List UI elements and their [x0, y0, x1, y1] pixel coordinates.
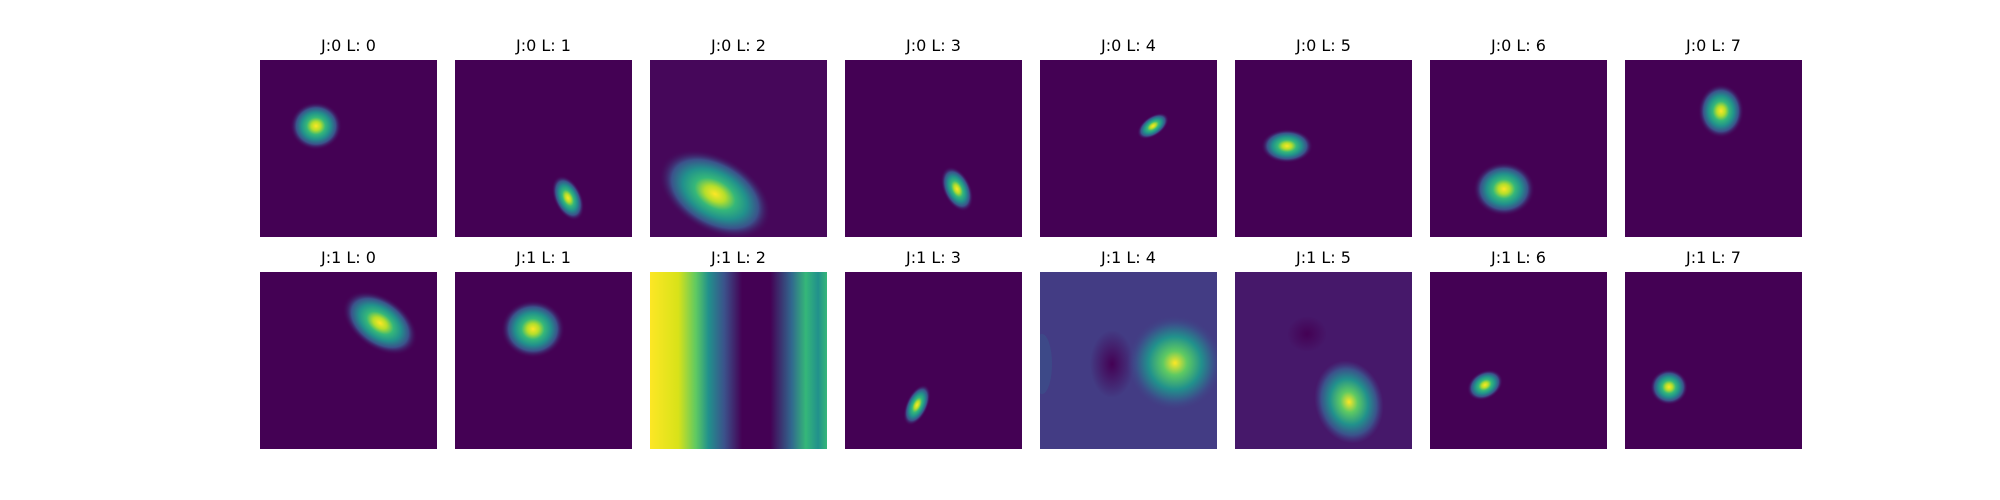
panel-title-j1-l2: J:1 L: 2	[711, 248, 766, 267]
filter-image-j0-l5	[1235, 60, 1412, 237]
filter-image-j1-l2	[650, 272, 827, 449]
filter-image-j0-l7	[1625, 60, 1802, 237]
panel-title-j0-l7: J:0 L: 7	[1686, 36, 1741, 55]
panel-title-j0-l6: J:0 L: 6	[1491, 36, 1546, 55]
filter-image-j1-l5	[1235, 272, 1412, 449]
filter-image-j1-l0	[260, 272, 437, 449]
filter-image-j1-l6	[1430, 272, 1607, 449]
panel-title-j1-l3: J:1 L: 3	[906, 248, 961, 267]
panel-title-j1-l1: J:1 L: 1	[516, 248, 571, 267]
panel-title-j1-l6: J:1 L: 6	[1491, 248, 1546, 267]
panel-title-j0-l0: J:0 L: 0	[321, 36, 376, 55]
filter-image-j0-l0	[260, 60, 437, 237]
filter-image-j0-l3	[845, 60, 1022, 237]
panel-title-j0-l1: J:0 L: 1	[516, 36, 571, 55]
filter-image-j1-l1	[455, 272, 632, 449]
filter-image-j1-l7	[1625, 272, 1802, 449]
filter-image-j0-l1	[455, 60, 632, 237]
filter-image-j0-l4	[1040, 60, 1217, 237]
panel-title-j1-l7: J:1 L: 7	[1686, 248, 1741, 267]
panel-title-j0-l5: J:0 L: 5	[1296, 36, 1351, 55]
panel-title-j0-l2: J:0 L: 2	[711, 36, 766, 55]
panel-title-j0-l4: J:0 L: 4	[1101, 36, 1156, 55]
panel-title-j1-l5: J:1 L: 5	[1296, 248, 1351, 267]
filter-image-j0-l6	[1430, 60, 1607, 237]
panel-title-j0-l3: J:0 L: 3	[906, 36, 961, 55]
filter-image-j1-l3	[845, 272, 1022, 449]
panel-title-j1-l0: J:1 L: 0	[321, 248, 376, 267]
panel-title-j1-l4: J:1 L: 4	[1101, 248, 1156, 267]
filter-image-j1-l4	[1040, 272, 1217, 449]
filter-image-j0-l2	[650, 60, 827, 237]
